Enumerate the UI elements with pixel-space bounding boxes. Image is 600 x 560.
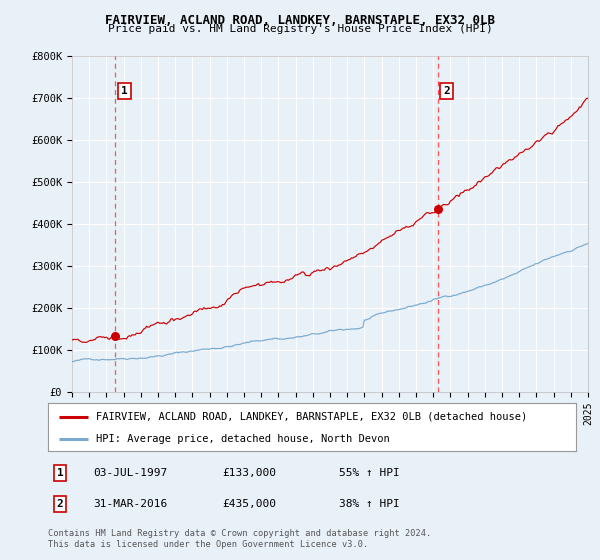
Text: Price paid vs. HM Land Registry's House Price Index (HPI): Price paid vs. HM Land Registry's House … [107,24,493,34]
Text: 38% ↑ HPI: 38% ↑ HPI [339,499,400,509]
Text: 1: 1 [56,468,64,478]
Text: 55% ↑ HPI: 55% ↑ HPI [339,468,400,478]
Text: 2: 2 [56,499,64,509]
Text: Contains HM Land Registry data © Crown copyright and database right 2024.
This d: Contains HM Land Registry data © Crown c… [48,529,431,549]
Text: £133,000: £133,000 [222,468,276,478]
Text: 2: 2 [443,86,450,96]
Text: 31-MAR-2016: 31-MAR-2016 [93,499,167,509]
Text: 1: 1 [121,86,128,96]
Text: FAIRVIEW, ACLAND ROAD, LANDKEY, BARNSTAPLE, EX32 0LB: FAIRVIEW, ACLAND ROAD, LANDKEY, BARNSTAP… [105,14,495,27]
Text: 03-JUL-1997: 03-JUL-1997 [93,468,167,478]
Text: FAIRVIEW, ACLAND ROAD, LANDKEY, BARNSTAPLE, EX32 0LB (detached house): FAIRVIEW, ACLAND ROAD, LANDKEY, BARNSTAP… [95,412,527,422]
Text: £435,000: £435,000 [222,499,276,509]
Text: HPI: Average price, detached house, North Devon: HPI: Average price, detached house, Nort… [95,434,389,444]
